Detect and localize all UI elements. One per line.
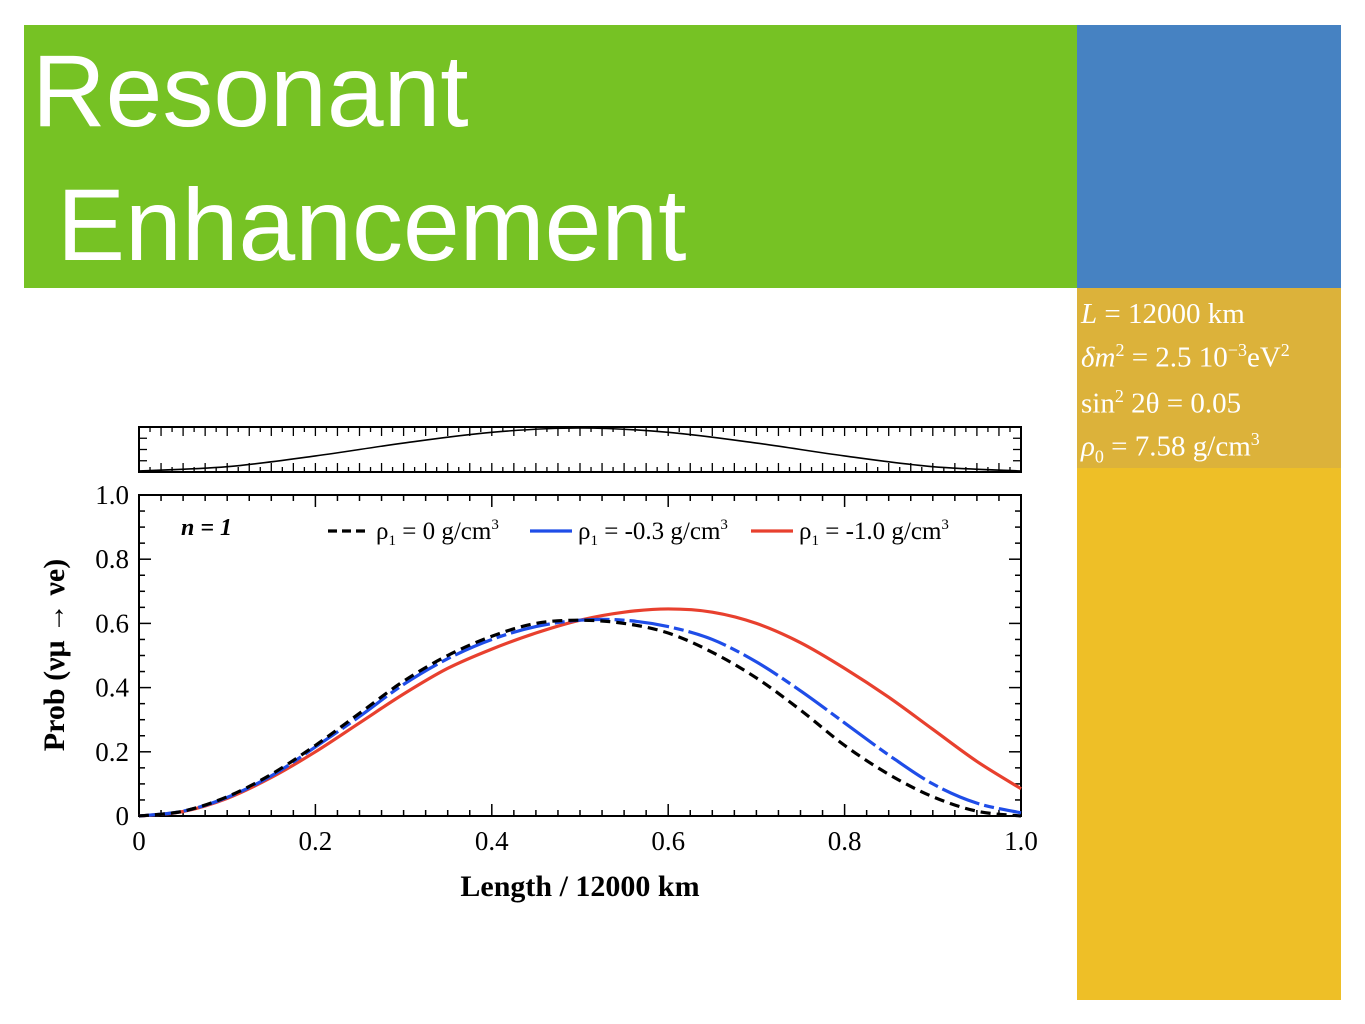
param-mixing-angle: sin2 2θ = 0.05 xyxy=(1081,386,1242,420)
param-density: ρ0 = 7.58 g/cm3 xyxy=(1081,429,1260,467)
y-tick-label: 1.0 xyxy=(95,480,129,510)
legend-label-3: ρ1 = -1.0 g/cm3 xyxy=(799,517,949,549)
plot-ticks xyxy=(138,494,1022,817)
param-delta-m2: δm2 = 2.5 10−3eV2 xyxy=(1081,340,1290,374)
x-axis-label: Length / 12000 km xyxy=(460,870,699,903)
probability-chart: 0 0.2 0.4 0.6 0.8 1.0 0 0.2 0.4 0.6 0.8 1.0 n = 1 ρ… xyxy=(38,426,1038,903)
inset-ticks xyxy=(138,427,1022,472)
title-band xyxy=(24,25,1077,288)
annotation-n: n = 1 xyxy=(181,515,232,541)
param-length: L = 12000 km xyxy=(1081,298,1245,330)
decorative-blue-block xyxy=(1077,25,1341,288)
x-tick-label: 0.4 xyxy=(475,826,509,856)
y-axis-label: Prob (νμ → νe) xyxy=(38,559,71,751)
inset-density-line xyxy=(138,427,1022,472)
x-tick-label: 0 xyxy=(132,826,146,856)
y-tick-label: 0.6 xyxy=(95,608,129,638)
series-lines xyxy=(138,607,1022,818)
y-tick-label: 0 xyxy=(116,801,130,831)
parameter-box xyxy=(1077,288,1341,468)
tick-labels: 0 0.2 0.4 0.6 0.8 1.0 0 0.2 0.4 0.6 0.8 1.0 xyxy=(95,480,1038,856)
legend-label-1: ρ1 = 0 g/cm3 xyxy=(376,517,499,549)
legend-label-2: ρ1 = -0.3 g/cm3 xyxy=(578,517,728,549)
x-tick-label: 0.2 xyxy=(299,826,333,856)
x-tick-label: 0.8 xyxy=(828,826,862,856)
slide-title-line-2: Enhancement xyxy=(57,168,687,282)
y-tick-label: 0.4 xyxy=(95,673,129,703)
legend: ρ1 = 0 g/cm3 ρ1 = -0.3 g/cm3 ρ1 = -1.0 g/c… xyxy=(328,517,949,549)
series-line-1 xyxy=(138,618,1022,818)
series-line-2 xyxy=(138,617,1022,818)
x-tick-label: 1.0 xyxy=(1004,826,1038,856)
y-tick-label: 0.8 xyxy=(95,544,129,574)
slide-title-line-1: Resonant xyxy=(32,34,469,148)
x-tick-label: 0.6 xyxy=(651,826,685,856)
y-tick-label: 0.2 xyxy=(95,737,129,767)
series-line-3 xyxy=(138,607,1022,818)
